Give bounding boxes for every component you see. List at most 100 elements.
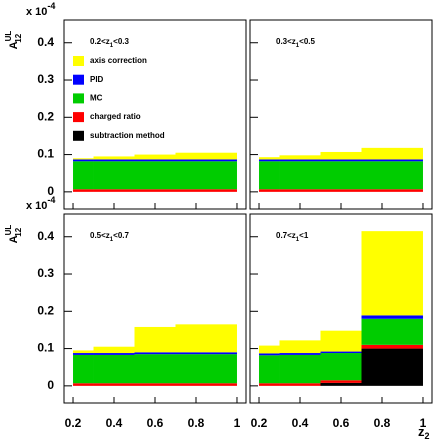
bar-segment: [73, 354, 94, 384]
bar-segment: [320, 161, 362, 190]
panel-label-sub: 1: [110, 43, 114, 49]
bar-segment: [175, 152, 237, 160]
bar-segment: [134, 326, 176, 353]
bar-segment: [134, 354, 176, 384]
bar-segment: [175, 189, 237, 192]
x-tick-label: 1: [234, 416, 241, 430]
multiplier-exp: -4: [47, 1, 55, 11]
bar-segment: [279, 353, 321, 355]
x-tick-label: 0.4: [106, 416, 123, 430]
y-axis-label-sub: 12: [14, 227, 23, 236]
bar-segment: [320, 330, 362, 352]
y-axis-label-sub: 12: [14, 33, 23, 42]
x-tick-label: 0.6: [333, 416, 350, 430]
bar-segment: [134, 352, 176, 355]
multiplier: x 10-4: [26, 195, 55, 212]
bar-segment: [279, 161, 321, 190]
bar-segment: [73, 383, 94, 386]
y-tick-label: 0.4: [37, 35, 54, 49]
bar-segment: [134, 189, 176, 192]
bar-segment: [279, 383, 321, 386]
bar-segment: [93, 353, 135, 355]
y-tick-label: 0.2: [37, 109, 54, 123]
bar-segment: [361, 318, 423, 345]
bar-segment: [320, 353, 362, 381]
panel-label-text: <1: [299, 231, 309, 240]
bar-segment: [259, 353, 280, 356]
bar-segment: [175, 352, 237, 355]
y-tick-label: 0: [47, 184, 54, 198]
panel-label-text: 0.7<z: [276, 231, 296, 240]
bar-segment: [93, 156, 135, 160]
legend-swatch: [73, 56, 84, 66]
x-tick-label: 0.4: [292, 416, 309, 430]
bar-segment: [361, 147, 423, 160]
bar-segment: [93, 189, 135, 192]
panel-label-text: 0.3<z: [276, 37, 296, 46]
bar-segment: [279, 159, 321, 162]
bar-segment: [259, 383, 280, 386]
bar-segment: [73, 161, 94, 190]
x-axis-label: z2: [418, 424, 430, 441]
bar-segment: [320, 351, 362, 354]
legend-label: axis correction: [90, 56, 147, 65]
bar-segment: [361, 344, 423, 349]
bar-segment: [93, 161, 135, 190]
bar-segment: [320, 380, 362, 383]
legend-swatch: [73, 130, 84, 141]
y-tick-label: 0: [47, 378, 54, 392]
panel-label-text: <0.3: [113, 37, 129, 46]
bar-segment: [134, 159, 176, 162]
bar-segment: [73, 353, 94, 355]
panel-label: 0.2<z1<0.3: [90, 37, 129, 48]
multiplier: x 10-4: [26, 1, 55, 18]
bar-segment: [361, 159, 423, 162]
bar-segment: [361, 189, 423, 192]
panel-label-text: <0.5: [299, 37, 315, 46]
panel-label: 0.7<z1<1: [276, 231, 309, 242]
bar-segment: [259, 355, 280, 384]
y-tick-label: 0.4: [37, 229, 54, 243]
x-axis-label-sub: 2: [425, 431, 430, 441]
multiplier-exp: -4: [47, 195, 55, 205]
bar-segment: [93, 354, 135, 384]
panel-label: 0.5<z1<0.7: [90, 231, 129, 242]
y-axis-label: AUL12: [4, 31, 23, 50]
legend-label: PID: [90, 75, 104, 84]
bar-segment: [361, 161, 423, 190]
legend-label: MC: [90, 94, 103, 103]
x-tick-label: 0.8: [188, 416, 205, 430]
bar-segment: [320, 159, 362, 162]
bar-segment: [73, 189, 94, 192]
x-tick-label: 0.2: [65, 416, 82, 430]
bar-segment: [279, 189, 321, 192]
legend-swatch: [73, 93, 84, 104]
panel-label-text: <0.7: [113, 231, 129, 240]
bar-segment: [279, 340, 321, 354]
bar-segment: [320, 382, 362, 386]
bar-segment: [259, 189, 280, 192]
panel-label-text: 0.5<z: [90, 231, 110, 240]
panel-label-sub: 1: [296, 43, 300, 49]
bar-segment: [73, 159, 94, 162]
y-tick-label: 0.1: [37, 341, 54, 355]
bar-segment: [134, 383, 176, 386]
bar-segment: [93, 346, 135, 354]
panel-label-sub: 1: [296, 237, 300, 243]
bar-segment: [320, 151, 362, 160]
legend-swatch: [73, 112, 84, 123]
bar-segment: [175, 161, 237, 190]
x-tick-label: 0.6: [147, 416, 164, 430]
bar-segment: [361, 315, 423, 319]
y-tick-label: 0.3: [37, 72, 54, 86]
bar-segment: [259, 159, 280, 162]
bar-segment: [73, 350, 94, 354]
y-axis-label-base: A: [8, 41, 20, 49]
y-axis-label-sup: UL: [4, 225, 13, 236]
x-tick-label: 1: [420, 416, 427, 430]
multiplier-base: x 10: [26, 200, 47, 212]
panel-label-text: 0.2<z: [90, 37, 110, 46]
y-tick-label: 0.2: [37, 303, 54, 317]
bar-segment: [93, 159, 135, 162]
